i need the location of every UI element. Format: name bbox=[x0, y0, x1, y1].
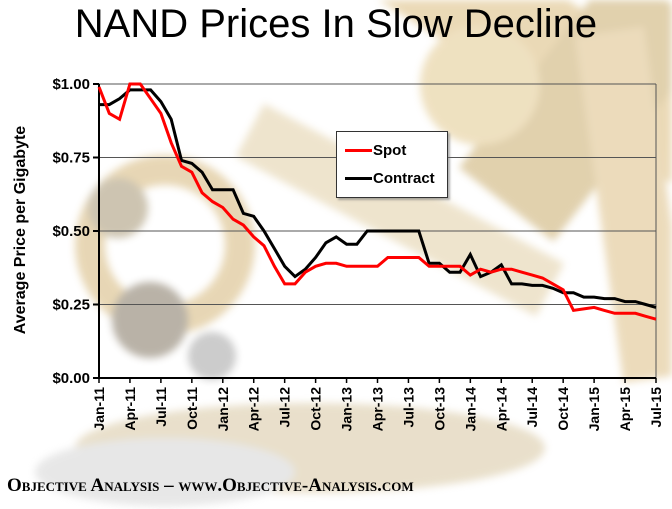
spot-line-swatch bbox=[345, 149, 372, 152]
x-tick-label: Apr-15 bbox=[617, 387, 633, 432]
page-title: NAND Prices In Slow Decline bbox=[74, 2, 598, 46]
x-tick-label: Oct-14 bbox=[555, 387, 571, 431]
y-tick-label: $0.75 bbox=[52, 150, 90, 167]
y-tick-label: $0.00 bbox=[52, 370, 90, 387]
x-tick-label: Jan-13 bbox=[339, 387, 355, 432]
x-tick-label: Jan-11 bbox=[91, 387, 107, 431]
y-tick-label: $1.00 bbox=[52, 76, 90, 93]
chart-legend: Spot Contract bbox=[336, 131, 448, 198]
x-tick-label: Jan-14 bbox=[462, 387, 478, 432]
x-tick-label: Jan-12 bbox=[215, 387, 231, 432]
x-tick-label: Oct-12 bbox=[308, 387, 324, 431]
x-tick-label: Apr-14 bbox=[493, 387, 509, 432]
legend-item-contract: Contract bbox=[345, 171, 439, 186]
legend-label-spot: Spot bbox=[373, 142, 407, 159]
legend-item-spot: Spot bbox=[345, 143, 439, 158]
x-tick-label: Oct-13 bbox=[431, 387, 447, 431]
spot-line bbox=[97, 82, 657, 321]
x-tick-label: Jul-12 bbox=[277, 387, 293, 428]
legend-label-contract: Contract bbox=[373, 170, 435, 187]
x-tick-label: Apr-13 bbox=[370, 387, 386, 432]
x-tick-label: Jul-11 bbox=[153, 387, 169, 427]
y-tick-label: $0.50 bbox=[52, 223, 90, 240]
x-tick-label: Apr-12 bbox=[246, 387, 262, 432]
footer-branding: Objective Analysis – www.Objective-Analy… bbox=[7, 475, 414, 496]
x-tick-label: Apr-11 bbox=[122, 387, 138, 431]
x-tick-label: Jul-15 bbox=[648, 387, 664, 428]
y-tick-label: $0.25 bbox=[52, 297, 90, 314]
x-tick-label: Jul-14 bbox=[524, 387, 540, 428]
x-tick-label: Jan-15 bbox=[586, 387, 602, 432]
contract-line-swatch bbox=[345, 177, 372, 180]
x-tick-label: Oct-11 bbox=[184, 387, 200, 430]
contract-line bbox=[99, 88, 657, 309]
y-axis-title: Average Price per Gigabyte bbox=[12, 125, 29, 335]
x-tick-label: Jul-13 bbox=[400, 387, 416, 428]
